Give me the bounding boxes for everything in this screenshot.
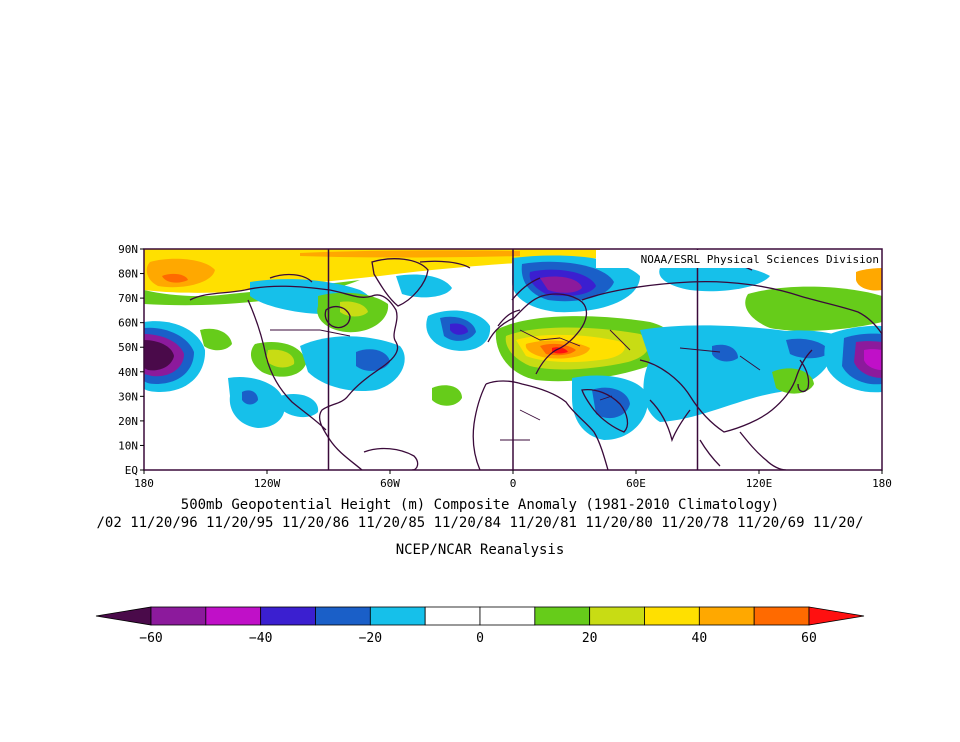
lon-tick-label: 60W [380,477,400,490]
coast-arctic-islands [269,256,753,283]
credit-text: NOAA/ESRL Physical Sciences Division [641,253,879,266]
contour-westus-yellow [266,349,295,368]
map-title: 500mb Geopotential Height (m) Composite … [180,497,780,513]
contour-mideast-blue [592,387,630,419]
lat-tick-label: 90N [118,243,138,256]
contour-subtrop-green [432,385,462,406]
coast-africa [472,380,609,470]
coast-south-america [363,447,419,470]
coast-north-america [189,285,399,470]
lat-tick-label: 80N [118,268,138,281]
coast-greenland [371,258,429,307]
data-source: NCEP/NCAR Reanalysis [395,542,565,558]
contour-epac-cyan [228,376,285,428]
lon-tick-label: 120W [254,477,281,490]
contour-scand-purple [540,276,582,293]
coastlines [189,256,882,470]
contour-dateline-orange [856,268,882,291]
lon-tick-label: 180 [872,477,892,490]
lat-tick-label: 10N [118,439,138,452]
lon-tick-label: 120E [746,477,773,490]
contour-hudson-yellow [340,301,368,317]
latitude-axis: 90N 80N 70N 60N 50N 40N 30N 20N 10N EQ [118,243,144,477]
contour-casia-blue [712,344,738,362]
contour-kamchatka-blue [786,338,830,359]
contour-arctic-atl-cyan [396,274,452,298]
lon-tick-label: 60E [626,477,646,490]
lat-tick-label: 50N [118,341,138,354]
coast-asia [581,280,882,433]
coast-japan [797,359,810,393]
credit-box [596,250,881,268]
contour-dateline-core [864,349,882,370]
coast-europe [487,277,588,375]
composite-dates: /02 11/20/96 11/20/95 11/20/86 11/20/85 … [96,515,864,531]
lat-tick-label: 20N [118,415,138,428]
coast-borders [270,329,761,441]
lon-tick-label: 180 [134,477,154,490]
contour-europe-red [552,347,568,354]
lat-tick-label: 30N [118,390,138,403]
contour-arctic-orange-strip [300,250,520,258]
contour-pacnw-green [200,328,232,351]
lat-tick-label: 70N [118,292,138,305]
coast-hudson-bay [324,305,351,329]
map-panel: NOAA/ESRL Physical Sciences Division [143,248,883,471]
contour-epac-blue [242,390,258,405]
contour-natl-indigo [450,323,468,335]
longitude-axis: 180 120W 60W 0 60E 120E 180 [134,470,892,490]
lat-tick-label: 40N [118,366,138,379]
lon-tick-label: 0 [510,477,517,490]
contour-siberia-cyan [659,263,770,292]
contour-eus-blue [356,349,390,371]
contour-pacific-low-core [144,340,174,371]
contour-aleutian-red [162,273,188,283]
lat-tick-label: EQ [125,464,138,477]
coast-se-asia [699,431,787,470]
lat-tick-label: 60N [118,317,138,330]
coast-india [649,399,691,443]
contour-japan-green [772,368,814,394]
contour-aleutian-orange [146,258,215,288]
contour-eus-cyan [300,336,405,392]
contour-siberia-green [745,286,882,331]
anomaly-contours [144,249,882,440]
meridian-lines [327,249,699,470]
